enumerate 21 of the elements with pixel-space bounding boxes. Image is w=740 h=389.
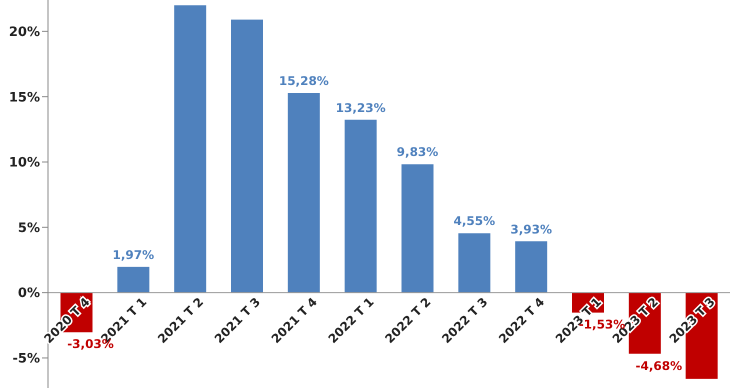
data-label: 15,28%	[278, 74, 329, 88]
bar	[288, 93, 320, 293]
data-label: 4,55%	[454, 214, 496, 228]
data-label: 3,93%	[510, 222, 552, 236]
y-tick-label: 20%	[8, 24, 40, 40]
data-label: 1,97%	[112, 248, 154, 262]
bar	[174, 5, 206, 293]
y-tick-label: 0%	[18, 286, 40, 302]
bar	[344, 120, 377, 293]
y-tick-label: 10%	[8, 156, 40, 171]
bar	[515, 241, 548, 293]
y-tick-label: -5%	[12, 352, 40, 367]
bar	[402, 164, 434, 293]
y-tick-label: 5%	[18, 220, 40, 236]
bar	[231, 20, 264, 293]
data-label: 9,83%	[396, 145, 438, 160]
bar	[458, 233, 490, 293]
data-label: 13,23%	[336, 100, 386, 115]
y-tick-label: 15%	[8, 90, 40, 106]
data-label: -4,68%	[636, 358, 682, 373]
bar	[117, 266, 150, 293]
